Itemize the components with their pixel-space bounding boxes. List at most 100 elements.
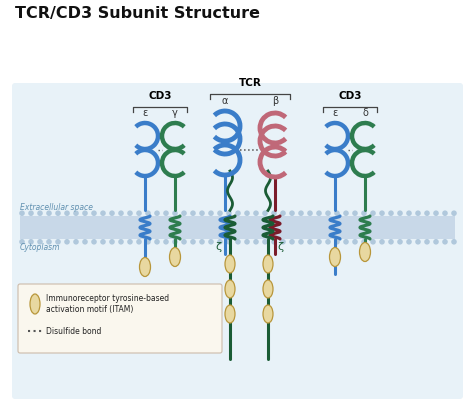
Circle shape — [433, 239, 439, 245]
Circle shape — [406, 239, 412, 245]
Circle shape — [253, 239, 259, 245]
Circle shape — [199, 210, 205, 216]
Ellipse shape — [170, 247, 181, 266]
Ellipse shape — [263, 280, 273, 298]
Text: Immunoreceptor tyrosine-based
activation motif (ITAM): Immunoreceptor tyrosine-based activation… — [46, 294, 169, 314]
Text: Disulfide bond: Disulfide bond — [46, 326, 101, 335]
Circle shape — [82, 239, 88, 245]
Circle shape — [109, 239, 115, 245]
Circle shape — [361, 239, 367, 245]
Ellipse shape — [225, 305, 235, 323]
Circle shape — [64, 239, 70, 245]
Circle shape — [289, 239, 295, 245]
Ellipse shape — [263, 255, 273, 273]
Circle shape — [325, 210, 331, 216]
Ellipse shape — [225, 280, 235, 298]
Circle shape — [280, 210, 286, 216]
Circle shape — [73, 210, 79, 216]
Circle shape — [244, 239, 250, 245]
Ellipse shape — [359, 242, 371, 261]
Circle shape — [433, 210, 439, 216]
Text: CD3: CD3 — [148, 91, 172, 101]
Circle shape — [163, 210, 169, 216]
FancyBboxPatch shape — [18, 284, 222, 353]
Circle shape — [370, 210, 376, 216]
Circle shape — [271, 239, 277, 245]
Circle shape — [289, 210, 295, 216]
Text: TCR: TCR — [238, 78, 262, 88]
Circle shape — [235, 210, 241, 216]
Circle shape — [163, 239, 169, 245]
Circle shape — [172, 239, 178, 245]
Circle shape — [217, 210, 223, 216]
Ellipse shape — [263, 305, 273, 323]
Circle shape — [415, 239, 421, 245]
Circle shape — [442, 239, 448, 245]
Circle shape — [127, 239, 133, 245]
Circle shape — [334, 210, 340, 216]
Circle shape — [325, 239, 331, 245]
Circle shape — [91, 239, 97, 245]
Circle shape — [388, 210, 394, 216]
Circle shape — [334, 239, 340, 245]
Circle shape — [28, 239, 34, 245]
Circle shape — [352, 210, 358, 216]
Circle shape — [379, 239, 385, 245]
Circle shape — [118, 239, 124, 245]
Circle shape — [298, 239, 304, 245]
Circle shape — [172, 210, 178, 216]
Circle shape — [100, 239, 106, 245]
Circle shape — [424, 239, 430, 245]
Circle shape — [73, 239, 79, 245]
Circle shape — [64, 210, 70, 216]
Circle shape — [46, 210, 52, 216]
Text: CD3: CD3 — [338, 91, 362, 101]
Circle shape — [46, 239, 52, 245]
Circle shape — [154, 210, 160, 216]
Bar — [20, 216, 455, 239]
Circle shape — [442, 210, 448, 216]
Circle shape — [379, 210, 385, 216]
Circle shape — [37, 239, 43, 245]
Circle shape — [298, 210, 304, 216]
Circle shape — [370, 239, 376, 245]
Text: δ: δ — [362, 108, 368, 118]
Circle shape — [226, 239, 232, 245]
Circle shape — [181, 210, 187, 216]
Circle shape — [82, 210, 88, 216]
Circle shape — [37, 210, 43, 216]
Circle shape — [109, 210, 115, 216]
Circle shape — [55, 239, 61, 245]
Text: TCR/CD3 Subunit Structure: TCR/CD3 Subunit Structure — [15, 6, 260, 21]
Circle shape — [145, 239, 151, 245]
Circle shape — [424, 210, 430, 216]
Ellipse shape — [139, 258, 151, 277]
Circle shape — [280, 239, 286, 245]
Circle shape — [316, 210, 322, 216]
FancyBboxPatch shape — [12, 83, 463, 399]
Circle shape — [154, 239, 160, 245]
Circle shape — [127, 210, 133, 216]
Circle shape — [55, 210, 61, 216]
Circle shape — [100, 210, 106, 216]
Ellipse shape — [329, 247, 340, 266]
Circle shape — [352, 239, 358, 245]
Circle shape — [388, 239, 394, 245]
Circle shape — [19, 210, 25, 216]
Circle shape — [235, 239, 241, 245]
Text: β: β — [272, 96, 278, 106]
Ellipse shape — [30, 294, 40, 314]
Circle shape — [190, 210, 196, 216]
Text: ζ: ζ — [215, 242, 221, 252]
Circle shape — [28, 210, 34, 216]
Circle shape — [199, 239, 205, 245]
Circle shape — [244, 210, 250, 216]
Circle shape — [190, 239, 196, 245]
Circle shape — [397, 210, 403, 216]
Circle shape — [226, 210, 232, 216]
Circle shape — [451, 210, 457, 216]
Text: α: α — [222, 96, 228, 106]
Circle shape — [406, 210, 412, 216]
Circle shape — [397, 239, 403, 245]
Circle shape — [253, 210, 259, 216]
